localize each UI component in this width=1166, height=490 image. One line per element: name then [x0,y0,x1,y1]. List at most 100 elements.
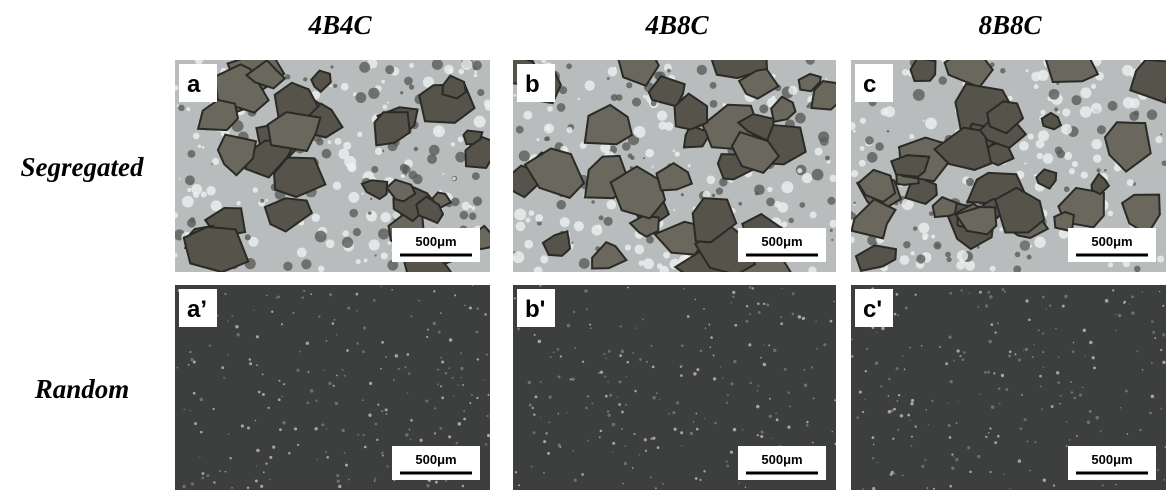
speck [722,377,724,379]
speck [1023,350,1024,351]
speck [905,307,908,310]
texture [820,137,829,146]
speck [834,399,836,401]
speck [1087,420,1091,424]
texture [778,202,789,213]
speck [997,322,999,324]
texture [461,59,472,70]
speck [960,289,962,291]
texture [432,59,443,70]
speck [410,419,413,422]
texture [186,107,190,111]
texture [400,164,408,172]
speck [652,396,655,399]
speck [888,395,890,397]
texture [738,202,742,206]
texture [657,111,667,121]
texture [853,202,855,204]
speck [335,402,338,405]
speck [487,394,489,396]
speck [745,320,748,323]
texture [383,105,388,110]
speck [857,416,860,419]
speck [1009,488,1010,489]
texture [577,98,579,100]
speck [435,481,438,484]
speck [911,445,913,447]
texture [935,244,939,248]
texture [378,228,389,239]
speck [726,460,728,462]
speck [680,431,683,434]
speck [766,303,769,306]
texture [342,230,348,236]
texture [178,105,185,112]
speck [768,344,770,346]
speck [949,485,952,488]
texture [283,262,292,271]
texture [910,251,914,255]
speck [1021,394,1023,396]
panel-label: a’ [187,296,207,323]
texture [571,241,573,243]
speck [926,487,928,489]
speck [1089,341,1092,344]
speck [337,480,340,483]
speck [553,352,554,353]
texture [534,266,543,275]
speck [591,403,593,405]
speck [374,478,376,480]
speck [696,428,699,431]
speck [956,422,957,423]
speck [606,358,608,360]
speck [618,380,621,383]
texture [400,91,403,94]
speck [621,350,624,353]
speck [439,427,442,430]
speck [247,426,250,429]
speck [945,362,948,365]
speck [1162,333,1165,336]
texture [359,62,370,73]
speck [231,315,233,317]
speck [275,297,277,299]
texture [903,241,910,248]
speck [627,287,629,289]
speck [771,438,772,439]
speck [487,434,490,437]
speck [532,407,534,409]
texture [329,85,332,88]
texture [303,77,307,81]
speck [581,473,584,476]
speck [1059,403,1061,405]
speck [190,358,193,361]
panel-label: b' [525,296,545,323]
speck [612,423,616,427]
speck [656,392,657,393]
speck [605,395,608,398]
speck [462,384,464,386]
speck [560,355,562,357]
speck [875,362,878,365]
speck [757,303,759,305]
texture [657,263,663,269]
speck [461,377,463,379]
speck [407,353,410,356]
speck [910,402,913,405]
speck [1051,405,1054,408]
texture [1108,262,1113,267]
texture [387,102,389,104]
scale-bar-label: 500μm [415,234,456,249]
speck [1093,366,1096,369]
speck [993,372,995,374]
speck [699,479,701,481]
speck [1102,485,1103,486]
speck [393,379,394,380]
speck [333,385,335,387]
speck [514,297,516,299]
texture [931,234,935,238]
speck [362,434,364,436]
speck [307,401,310,404]
speck [624,462,627,465]
texture [707,175,716,184]
